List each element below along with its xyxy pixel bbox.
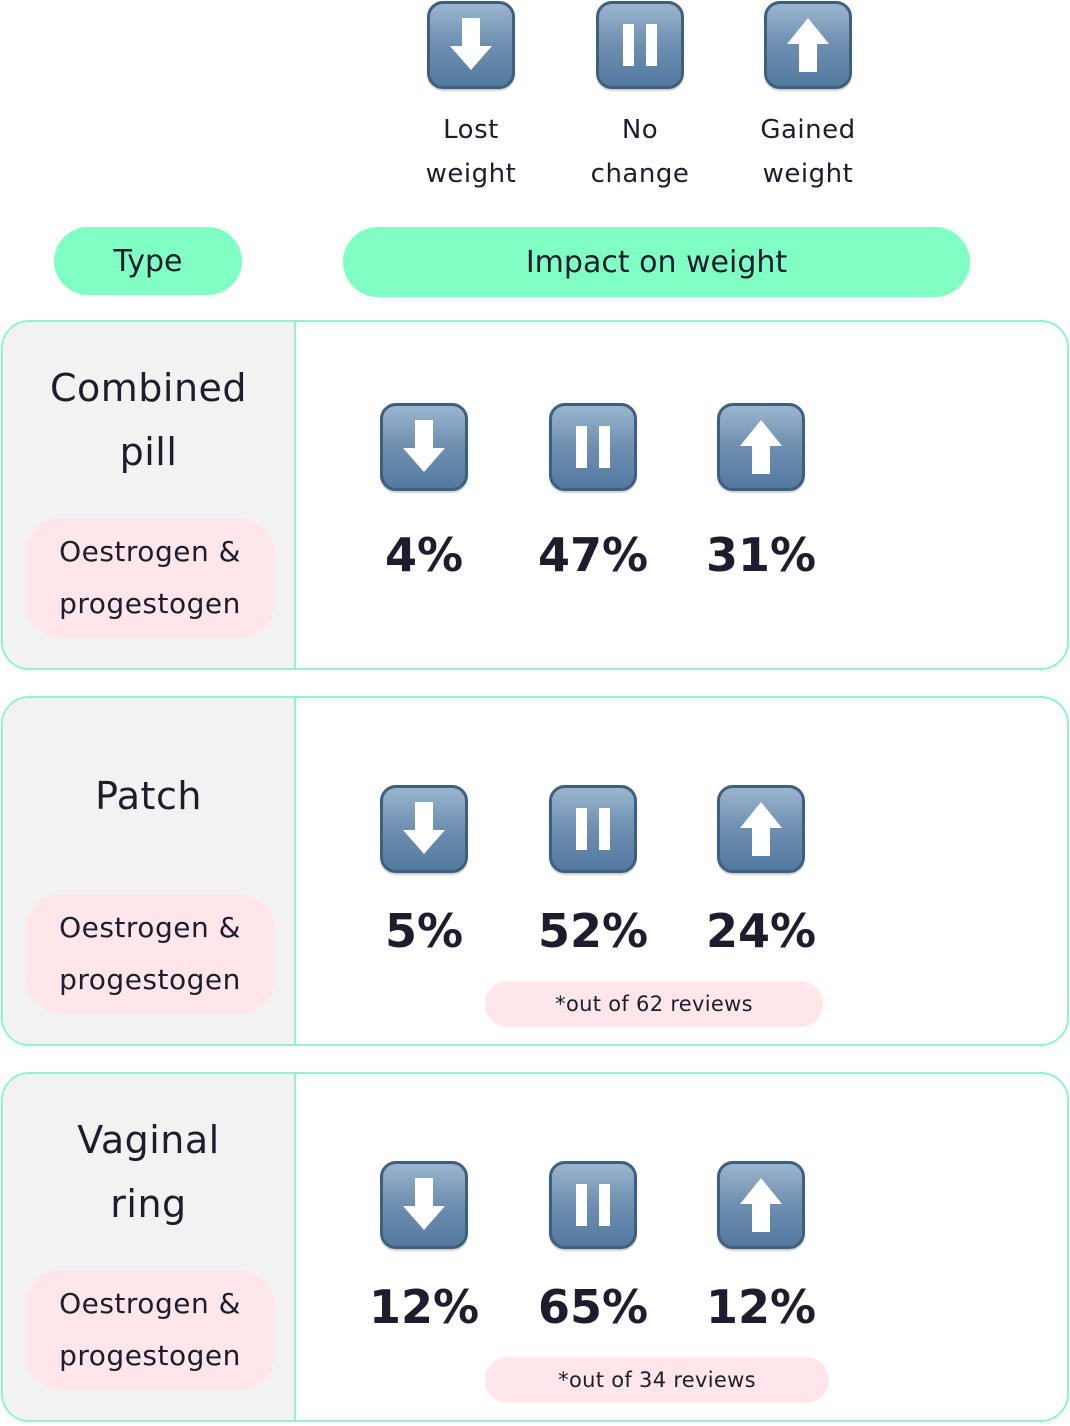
row-card-vaginal-ring: Vaginal ring Oestrogen & progestogen 12% 6… [1, 1072, 1069, 1422]
up-arrow-icon [717, 1161, 805, 1249]
hormone-badge: Oestrogen & progestogen [25, 894, 275, 1014]
row-card-combined-pill: Combined pill Oestrogen & progestogen 4% 4… [1, 320, 1069, 670]
row-card-patch: Patch Oestrogen & progestogen 5% 52% 24% … [1, 696, 1069, 1046]
legend-label-no-change: No change [590, 115, 690, 189]
review-count-note: *out of 34 reviews [485, 1357, 829, 1403]
impact-column-header: Impact on weight [343, 227, 970, 297]
type-panel: Patch Oestrogen & progestogen [3, 698, 296, 1044]
down-arrow-icon [380, 1161, 468, 1249]
gained-weight-percent: 12% [705, 1280, 817, 1334]
up-arrow-icon [717, 785, 805, 873]
contraceptive-type-title: Combined pill [49, 366, 248, 474]
no-change-percent: 65% [537, 1280, 649, 1334]
pause-icon [549, 785, 637, 873]
no-change-percent: 52% [537, 904, 649, 958]
lost-weight-percent: 5% [384, 904, 464, 958]
gained-weight-percent: 31% [705, 528, 817, 582]
contraceptive-type-title: Vaginal ring [77, 1118, 220, 1226]
lost-weight-percent: 4% [384, 528, 464, 582]
legend-pause-icon [596, 1, 684, 89]
type-panel: Combined pill Oestrogen & progestogen [3, 322, 296, 668]
legend-down-arrow-icon [427, 1, 515, 89]
hormone-badge: Oestrogen & progestogen [25, 1270, 275, 1390]
no-change-percent: 47% [537, 528, 649, 582]
type-column-header: Type [54, 227, 242, 295]
legend-label-gained-weight: Gained weight [760, 115, 856, 189]
up-arrow-icon [717, 403, 805, 491]
contraceptive-type-title: Patch [95, 774, 202, 818]
down-arrow-icon [380, 785, 468, 873]
pause-icon [549, 1161, 637, 1249]
hormone-badge: Oestrogen & progestogen [25, 518, 275, 638]
review-count-note: *out of 62 reviews [485, 981, 823, 1027]
legend-up-arrow-icon [764, 1, 852, 89]
down-arrow-icon [380, 403, 468, 491]
legend-label-lost-weight: Lost weight [425, 115, 517, 189]
lost-weight-percent: 12% [368, 1280, 480, 1334]
pause-icon [549, 403, 637, 491]
gained-weight-percent: 24% [705, 904, 817, 958]
type-panel: Vaginal ring Oestrogen & progestogen [3, 1074, 296, 1420]
